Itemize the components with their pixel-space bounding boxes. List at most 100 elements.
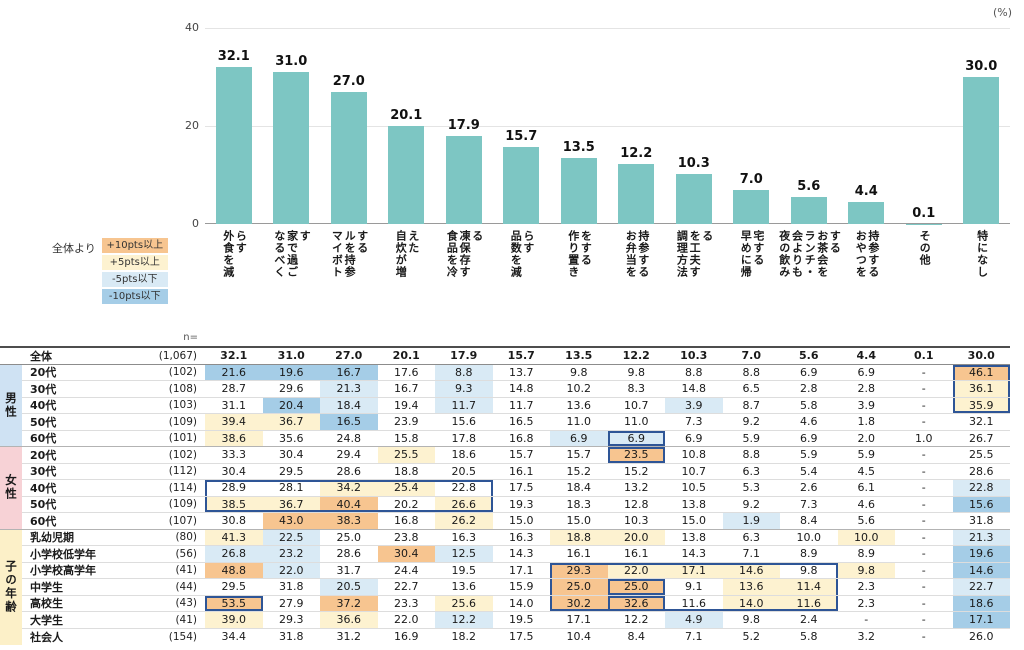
value-cell: 31.7 bbox=[320, 563, 378, 579]
category-header: お弁当を持参する bbox=[608, 230, 666, 342]
value-cell: 6.9 bbox=[550, 430, 608, 447]
category-header: 品数を減らす bbox=[493, 230, 551, 342]
value-cell: 6.9 bbox=[780, 431, 838, 447]
bar-value-label: 27.0 bbox=[332, 73, 365, 89]
category-header: 作り置きをする bbox=[550, 230, 608, 342]
group-label-female: 女性 bbox=[0, 447, 22, 530]
value-cell: 20.0 bbox=[607, 529, 665, 546]
value-cell: 15.0 bbox=[492, 513, 550, 530]
value-cell: 14.8 bbox=[665, 381, 723, 398]
value-cell: - bbox=[895, 596, 953, 612]
value-cell: 5.9 bbox=[837, 447, 895, 464]
value-cell: 29.3 bbox=[262, 612, 320, 629]
bar-value-label: 17.9 bbox=[447, 118, 480, 134]
category-header-text: 特になし bbox=[975, 230, 989, 278]
value-cell: 18.4 bbox=[550, 480, 608, 497]
category-header-text: その他 bbox=[918, 230, 932, 266]
value-cell: 29.5 bbox=[262, 464, 320, 480]
value-cell: - bbox=[895, 398, 953, 414]
value-cell: 19.3 bbox=[492, 497, 550, 513]
value-cell: 7.1 bbox=[722, 546, 780, 563]
value-cell: 7.0 bbox=[722, 348, 780, 365]
value-cell: 14.6 bbox=[952, 562, 1010, 579]
value-cell: 20.4 bbox=[262, 397, 320, 414]
value-cell: 31.2 bbox=[336, 630, 362, 644]
value-cell: 16.7 bbox=[320, 364, 378, 381]
bar-column: 0.1 bbox=[895, 28, 953, 224]
category-header: マイボトルを持参する bbox=[320, 230, 378, 342]
value-cell: 12.8 bbox=[607, 497, 665, 513]
value-cell: 16.8 bbox=[492, 431, 550, 447]
value-cell: 8.4 bbox=[780, 513, 838, 530]
value-cell: - bbox=[895, 563, 953, 579]
value-cell: 31.1 bbox=[205, 398, 263, 414]
x-axis-line bbox=[205, 223, 1010, 224]
row-label: 小学校高学年 bbox=[22, 563, 135, 579]
value-cell: 21.3 bbox=[320, 381, 378, 398]
value-cell: 15.7 bbox=[492, 348, 550, 365]
row-label: 20代 bbox=[22, 447, 135, 464]
bar-chart-plot: 32.1 31.0 27.0 20.1 17.9 15.7 13.5 12.2 10.3 7.0 5… bbox=[205, 28, 1010, 224]
value-cell: 4.5 bbox=[837, 464, 895, 480]
value-cell: - bbox=[895, 381, 953, 398]
row-n-value: (43) bbox=[135, 596, 205, 612]
value-cell: 16.3 bbox=[492, 530, 550, 546]
bar-value-label: 15.7 bbox=[505, 129, 538, 145]
value-cell: 13.8 bbox=[665, 530, 723, 546]
bar bbox=[733, 189, 770, 224]
value-cell: 28.6 bbox=[952, 464, 1010, 480]
value-cell: 14.0 bbox=[492, 596, 550, 612]
category-header: 自炊が増えた bbox=[378, 230, 436, 342]
value-cell: 13.6 bbox=[435, 579, 493, 596]
value-cell: 26.0 bbox=[969, 630, 994, 644]
category-header-text: 品数を減らす bbox=[509, 230, 535, 278]
bar bbox=[388, 125, 425, 224]
row-label: 中学生 bbox=[22, 579, 135, 596]
bar bbox=[560, 157, 597, 224]
value-cell: 27.9 bbox=[262, 596, 320, 612]
value-cell: - bbox=[921, 630, 926, 644]
value-cell: 20.5 bbox=[435, 464, 493, 480]
value-cell: 19.6 bbox=[952, 546, 1010, 563]
category-header: その他 bbox=[895, 230, 953, 342]
value-cell: 30.0 bbox=[952, 348, 1010, 365]
value-cell: 36.7 bbox=[262, 496, 320, 513]
value-cell: - bbox=[895, 464, 953, 480]
value-cell: 17.1 bbox=[492, 563, 550, 579]
category-header: 早めに帰宅する bbox=[723, 230, 781, 342]
bar-column: 32.1 bbox=[205, 28, 263, 224]
bar bbox=[273, 72, 310, 224]
value-cell: 6.9 bbox=[665, 431, 723, 447]
value-cell: - bbox=[895, 497, 953, 513]
value-cell: 18.3 bbox=[550, 497, 608, 513]
value-cell: 17.1 bbox=[665, 562, 723, 579]
row-label: 50代 bbox=[22, 497, 135, 513]
value-cell: 5.4 bbox=[780, 464, 838, 480]
value-cell: 9.8 bbox=[550, 365, 608, 381]
value-cell: 40.4 bbox=[320, 496, 378, 513]
value-cell: 10.8 bbox=[665, 447, 723, 464]
value-cell: 15.7 bbox=[492, 447, 550, 464]
value-cell: 2.8 bbox=[780, 381, 838, 398]
value-cell: 24.4 bbox=[377, 563, 435, 579]
bar-column: 13.5 bbox=[550, 28, 608, 224]
value-cell: 21.6 bbox=[205, 364, 263, 381]
value-cell: 10.0 bbox=[837, 529, 895, 546]
value-cell: 4.9 bbox=[665, 612, 723, 629]
value-cell: - bbox=[895, 546, 953, 563]
row-n-value: (114) bbox=[135, 480, 205, 497]
value-cell: 10.7 bbox=[665, 464, 723, 480]
row-n-value: (101) bbox=[135, 431, 205, 447]
value-cell: 39.4 bbox=[205, 414, 263, 431]
value-cell: 5.8 bbox=[800, 630, 818, 644]
row-n-value: (107) bbox=[135, 513, 205, 530]
row-n-value: (41) bbox=[135, 612, 205, 629]
value-cell: 12.2 bbox=[607, 612, 665, 629]
bar bbox=[330, 91, 367, 224]
value-cell: 15.2 bbox=[607, 464, 665, 480]
value-cell: 10.3 bbox=[665, 348, 723, 365]
row-label: 60代 bbox=[22, 513, 135, 530]
value-cell: - bbox=[895, 480, 953, 497]
value-cell: 8.8 bbox=[435, 364, 493, 381]
